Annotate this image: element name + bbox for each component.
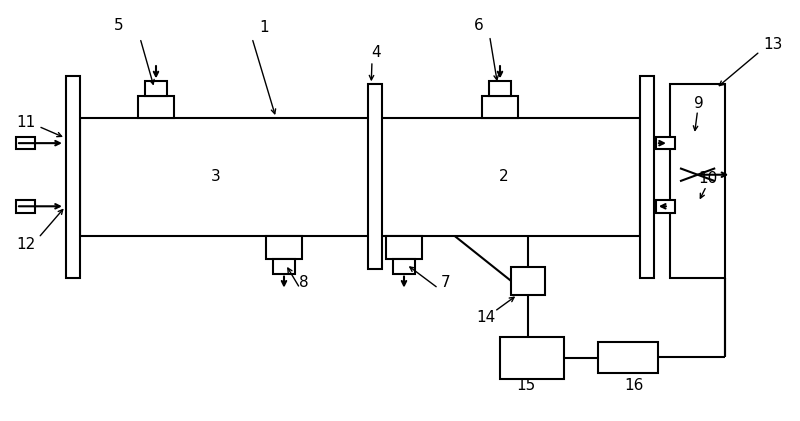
Text: 6: 6 xyxy=(474,18,483,33)
Bar xyxy=(640,76,654,278)
Bar xyxy=(16,200,35,213)
Text: 14: 14 xyxy=(476,310,495,325)
Bar xyxy=(670,84,725,278)
Bar xyxy=(273,259,295,274)
Text: 7: 7 xyxy=(441,274,450,290)
Bar xyxy=(368,84,382,269)
Bar xyxy=(138,96,174,118)
Text: 11: 11 xyxy=(16,115,35,130)
Text: 9: 9 xyxy=(694,96,703,111)
Bar xyxy=(656,137,675,149)
Bar xyxy=(16,137,35,149)
Text: 3: 3 xyxy=(211,169,221,184)
Text: 4: 4 xyxy=(371,45,381,60)
Bar xyxy=(511,267,545,295)
Bar xyxy=(386,236,422,259)
Bar xyxy=(266,236,302,259)
Text: 16: 16 xyxy=(624,378,643,393)
Text: 8: 8 xyxy=(299,274,309,290)
Text: 12: 12 xyxy=(16,237,35,252)
Bar xyxy=(80,118,640,236)
Text: 15: 15 xyxy=(517,378,536,393)
Text: 13: 13 xyxy=(763,37,782,52)
Bar xyxy=(66,76,80,278)
Bar xyxy=(500,337,564,379)
Text: 5: 5 xyxy=(114,18,123,33)
Bar xyxy=(656,200,675,213)
Bar xyxy=(598,342,658,373)
Bar xyxy=(482,96,518,118)
Text: 10: 10 xyxy=(698,171,718,187)
Text: 1: 1 xyxy=(259,20,269,35)
Bar xyxy=(393,259,415,274)
Bar xyxy=(489,81,511,96)
Bar xyxy=(145,81,167,96)
Text: 2: 2 xyxy=(499,169,509,184)
